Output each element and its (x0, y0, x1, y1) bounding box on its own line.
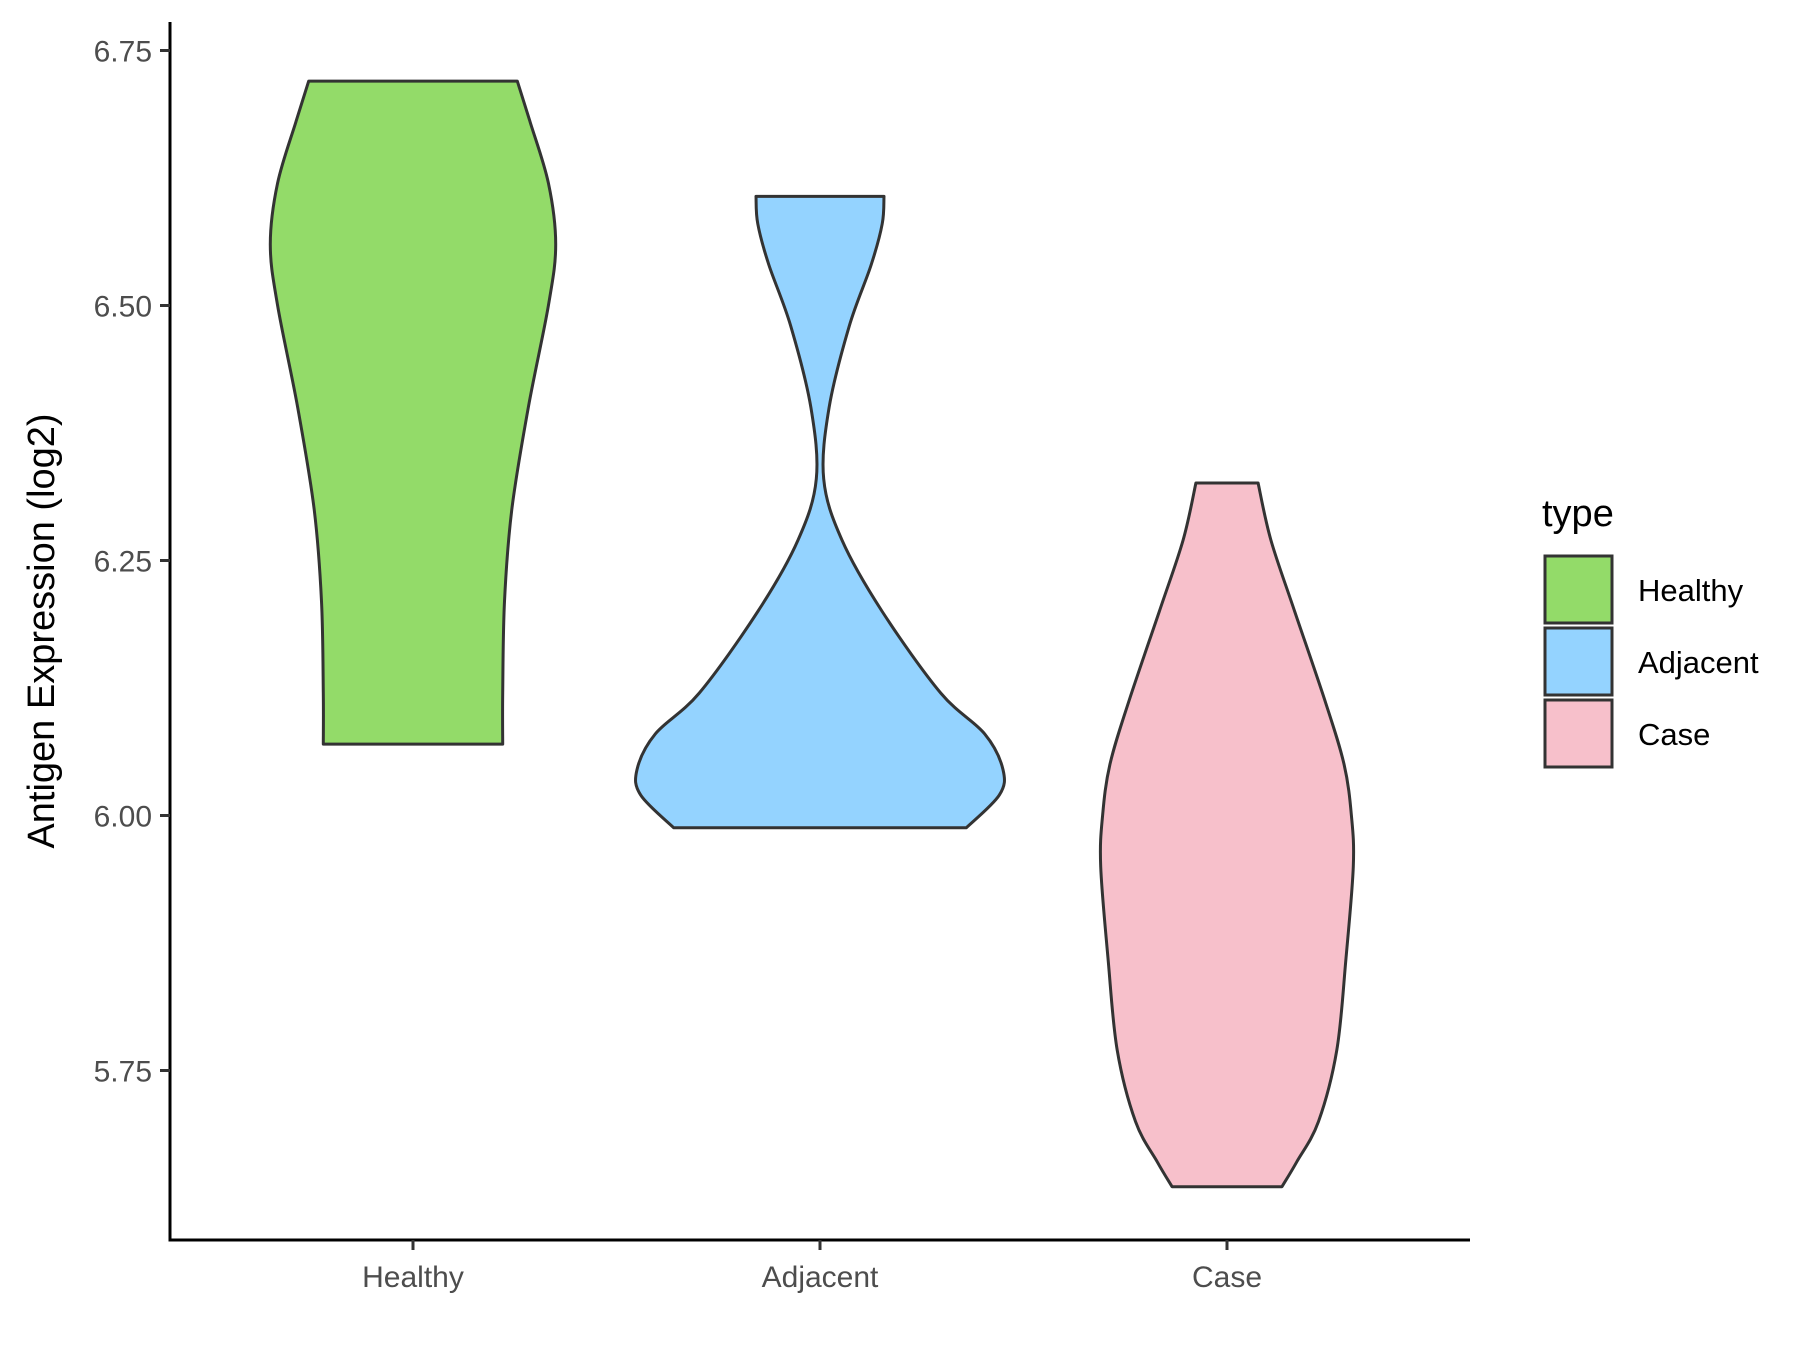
legend-label: Healthy (1638, 573, 1744, 608)
y-tick-label: 6.75 (94, 36, 152, 69)
y-tick-label: 6.25 (94, 546, 152, 579)
legend: Healthy Adjacent Case (1543, 554, 1759, 769)
x-tick-label: Adjacent (762, 1261, 879, 1294)
legend-swatch-case (1543, 698, 1614, 769)
legend-swatch-healthy (1543, 554, 1614, 625)
y-tick-label: 6.00 (94, 801, 152, 834)
y-axis-ticks: 5.75 6.00 6.25 6.50 6.75 (94, 36, 170, 1089)
legend-label: Adjacent (1638, 645, 1759, 680)
x-tick-label: Case (1192, 1261, 1262, 1294)
violin-layer (268, 79, 1356, 1189)
y-tick-label: 5.75 (94, 1056, 152, 1089)
legend-label: Case (1638, 717, 1710, 752)
violin-case (1098, 481, 1356, 1189)
x-tick-label: Healthy (362, 1261, 464, 1294)
legend-swatch-adjacent (1543, 626, 1614, 697)
violin-adjacent (634, 194, 1006, 830)
x-axis-ticks: Healthy Adjacent Case (362, 1240, 1262, 1294)
legend-title: type (1542, 493, 1614, 535)
violin-healthy (268, 79, 558, 746)
y-axis-title: Antigen Expression (log2) (21, 413, 63, 848)
y-tick-label: 6.50 (94, 291, 152, 324)
